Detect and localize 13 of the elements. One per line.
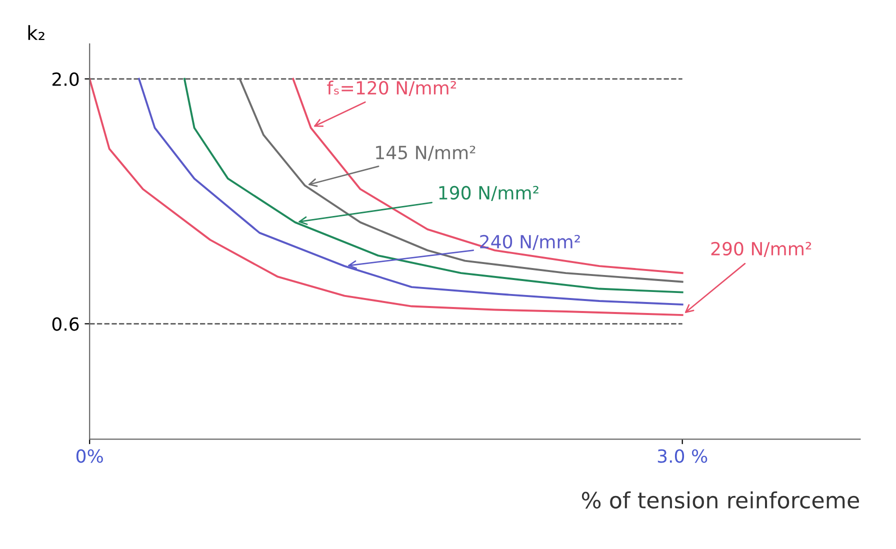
text: 240 N/mm² xyxy=(480,234,580,250)
line-series xyxy=(292,78,684,274)
x-tick-label: 0% xyxy=(76,449,103,463)
line-series xyxy=(238,78,684,283)
y-axis-title: k₂ xyxy=(28,25,44,40)
y-tick-label: 2.0 xyxy=(52,72,79,86)
series-label: fₛ=120 N/mm² xyxy=(327,80,456,96)
text: 145 N/mm² xyxy=(376,146,476,161)
x-axis-title: % of tension reinforceme xyxy=(582,491,859,509)
text: 190 N/mm² xyxy=(439,186,538,201)
y-tick-label: 0.6 xyxy=(52,317,79,331)
text: 290 N/mm² xyxy=(711,242,812,257)
x-tick-label: 3.0 % xyxy=(658,449,708,463)
